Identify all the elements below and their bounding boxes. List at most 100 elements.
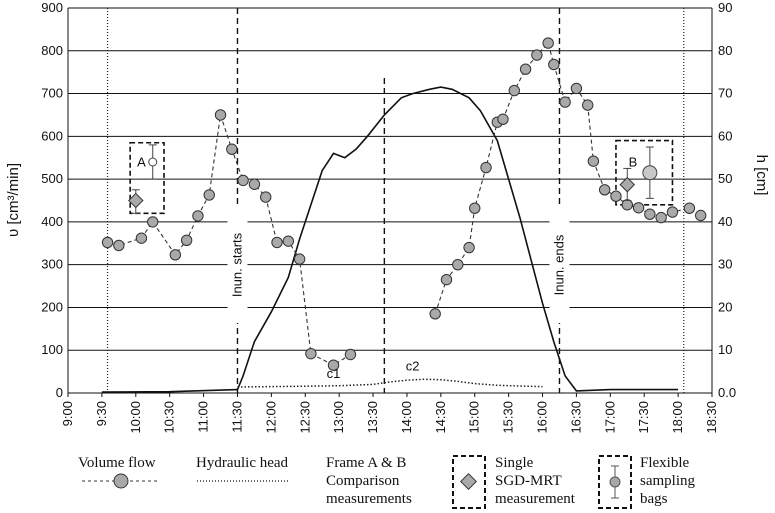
x-tick-label: 16:00 [535,401,550,434]
y-right-tick-label: 20 [718,299,732,314]
legend-single-line2: SGD-MRT [495,473,562,489]
legend-frame-line1: Frame A & B [326,455,406,471]
y-left-tick-label: 200 [41,299,63,314]
x-tick-label: 12:30 [297,401,312,434]
x-tick-label: 12:00 [263,401,278,434]
volume-flow-point [135,232,148,244]
volume-flow-point [683,202,696,214]
y-left-tick-label: 100 [41,342,63,357]
y-left-tick-label: 0 [56,385,63,400]
frame-a [129,141,165,215]
series-layer [101,37,707,393]
volume-flow-point [508,84,520,97]
volume-flow-point [559,96,571,108]
volume-flow-point [101,236,114,249]
legend-frame-line2: Comparison [326,473,400,489]
volume-flow-point [180,234,193,246]
volume-flow-point [542,37,554,49]
volume-flow-point [305,347,317,360]
volume-flow-point [610,190,622,202]
bags-marker [642,165,658,181]
volume-flow-point [237,174,249,187]
legend-flex-line2: sampling [640,473,695,489]
x-tick-label: 17:00 [602,401,617,434]
x-tick-label: 15:00 [467,401,482,434]
volume-flow-point [260,191,272,203]
volume-flow-point [327,359,340,371]
x-tick-label: 15:30 [501,401,516,434]
volume-flow-point [282,235,295,247]
legend-flex-line1: Flexible [640,455,690,471]
inun-ends-label: Inun. ends [551,234,566,295]
y-right-tick-label: 80 [718,43,732,58]
volume-flow-point [429,308,441,320]
y-left-tick-label: 400 [41,214,63,229]
y-left-tick-label: 800 [41,43,63,58]
volume-flow-point [203,189,215,201]
x-tick-label: 9:30 [94,401,109,426]
y-axis-right-label: h [cm] [753,155,770,196]
sgd-mrt-marker [128,192,144,209]
volume-flow-point [293,253,306,265]
y-left-tick-label: 700 [41,86,63,101]
x-tick-label: 17:30 [636,401,651,434]
volume-flow-point [548,58,560,71]
x-tick-label: 10:30 [162,401,177,434]
y-right-tick-label: 0.0 [718,385,736,400]
x-tick-label: 11:30 [229,401,244,433]
volume-flow-point [531,49,543,61]
volume-flow-point [598,184,611,196]
y-right-tick-label: 50 [718,171,732,186]
x-tick-label: 10:00 [128,401,143,434]
axes: 0 100 200 300 400 500 600 700 800 900 0.0 10 20 30 40 5… [41,0,736,434]
legend-single-line3: measurement [495,491,576,507]
c2-label: c2 [406,358,420,373]
volume-flow-point [248,178,261,190]
volume-flow-point [644,208,656,220]
frame-b-label: B [629,154,638,169]
y-right-tick-label: 90 [718,0,732,15]
volume-flow-point [666,206,679,218]
frame-b [615,139,674,206]
volume-flow-point [695,209,707,222]
volume-flow-point [271,236,283,249]
volume-flow-point [226,143,238,155]
frame-a-label: A [137,154,146,169]
y-right-tick-label: 10 [718,342,732,357]
legend-single-line1: Single [495,455,534,471]
y-left-tick-label: 600 [41,128,63,143]
comparison-line [237,378,543,388]
y-right-tick-label: 40 [718,214,732,229]
y-left-tick-label: 300 [41,257,63,272]
legend: Volume flow Hydraulic head Frame A & B C… [78,455,695,509]
volume-flow-point [469,202,481,214]
bags-marker [148,157,158,167]
y-axis-left-label: υ [cm³/min] [5,163,22,237]
legend-flex-marker [609,476,621,488]
legend-hydraulic-head-label: Hydraulic head [196,455,289,471]
legend-single-marker [460,473,477,490]
comparison-frames [129,139,674,215]
legend-single-frame [452,455,486,509]
legend-flex-line3: bags [640,491,668,507]
volume-flow-point [655,211,667,224]
y-right-tick-label: 60 [718,128,732,143]
c1-label: c1 [327,366,341,381]
x-tick-label: 13:00 [331,401,346,434]
legend-flex-frame [598,455,632,509]
volume-flow-point [169,249,182,261]
inun-ends-label-bg [549,207,570,323]
volume-flow-point [147,216,159,228]
x-tick-label: 14:30 [433,401,448,434]
x-tick-label: 18:00 [670,401,685,434]
y-left-tick-label: 900 [41,0,63,15]
volume-flow-point [480,161,492,174]
y-left-tick-label: 500 [41,171,63,186]
volume-flow-point [519,63,532,75]
inun-starts-label: Inun. starts [229,232,244,297]
volume-flow-point [214,109,227,121]
x-tick-label: 11:00 [196,401,211,433]
volume-flow-point [192,210,204,222]
x-tick-label: 16:30 [568,401,583,434]
